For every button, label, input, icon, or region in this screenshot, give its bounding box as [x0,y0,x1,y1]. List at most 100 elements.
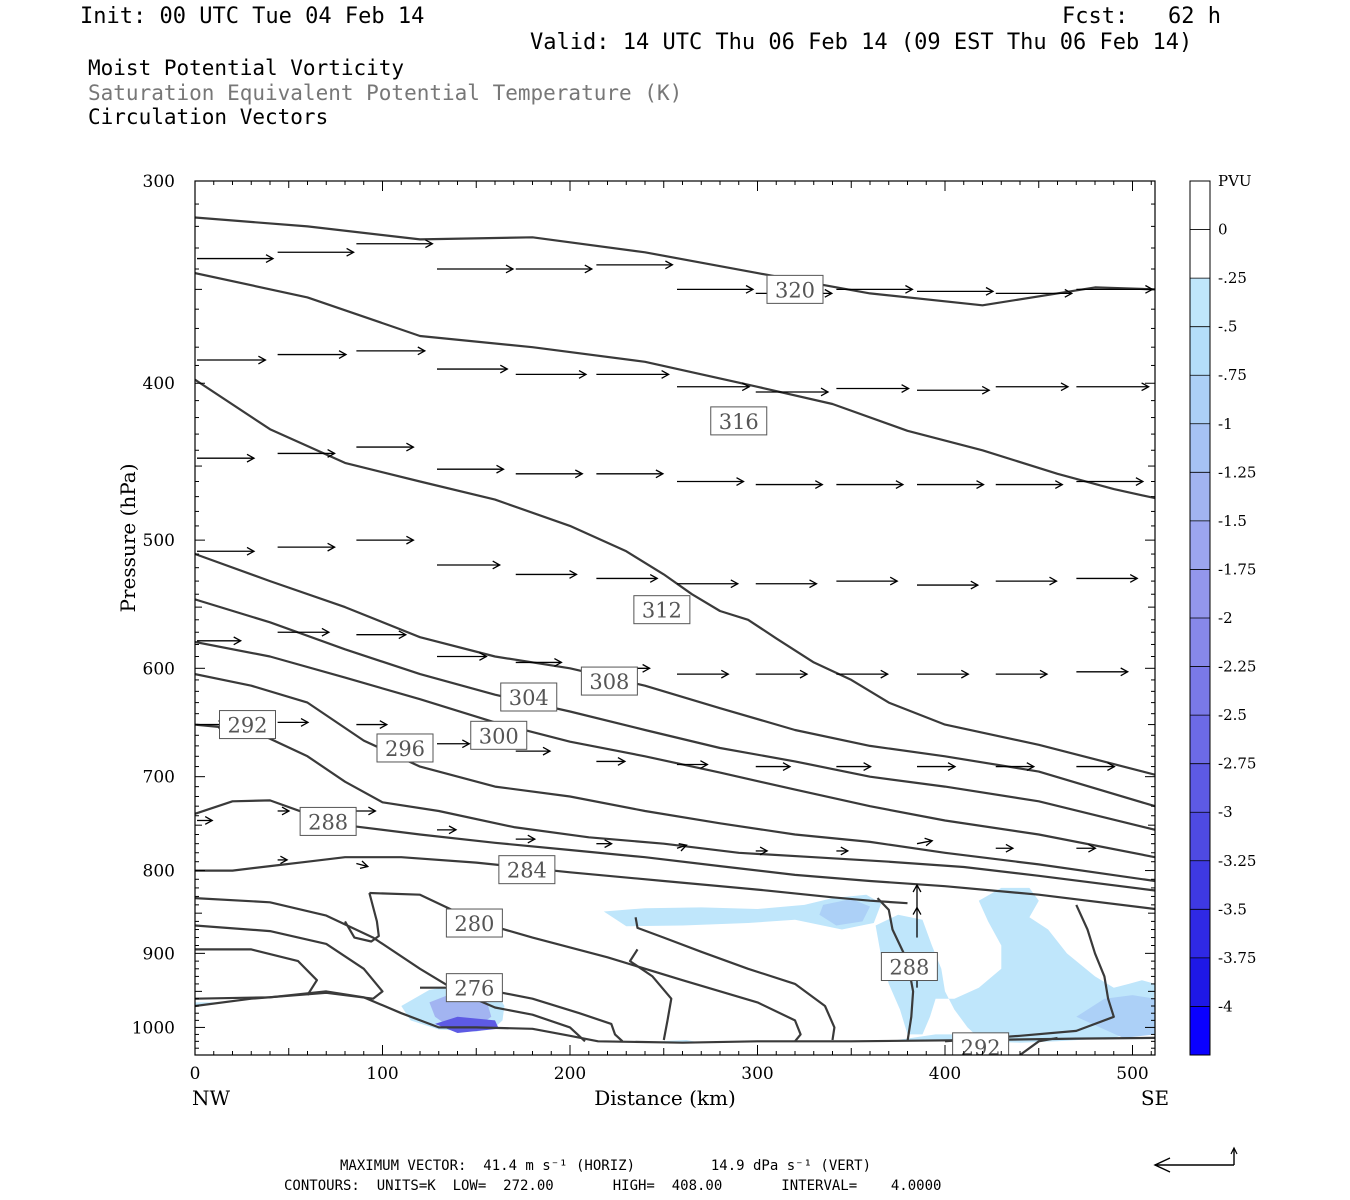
circulation-vector [197,254,275,263]
circulation-vector [437,264,515,274]
theta-es-contour [195,799,1155,911]
vector-head [280,855,289,865]
y-tick-label: 300 [143,172,175,192]
vector-head [425,239,434,249]
vector-head [912,883,922,893]
contour-label-text: 292 [961,1036,1001,1060]
vector-head [448,825,458,835]
variable-circulation: Circulation Vectors [88,105,329,129]
contour-label-text: 304 [509,686,549,710]
circulation-vector [437,739,471,749]
circulation-vector [197,816,214,825]
vector-head [863,762,872,771]
circulation-vector [755,669,809,679]
x-tick-label: 100 [366,1064,398,1084]
circulation-vector [356,720,389,729]
vector-head [1039,669,1049,679]
vector-head [889,576,899,586]
circulation-vector [836,669,890,679]
y-axis-label: Pressure (hPa) [116,464,140,613]
vector-head [655,469,665,479]
pv-shading [1076,995,1155,1038]
vector-head [678,843,688,852]
x-tick-label: 0 [190,1064,201,1084]
colorbar-segment [1190,618,1210,668]
circulation-vector [677,382,751,392]
vector-head [479,652,488,661]
vector-head [661,370,670,379]
colorbar-segment [1190,860,1210,910]
circulation-vector [1076,382,1150,392]
vector-head [960,669,970,679]
circulation-vector [995,669,1049,679]
x-tick-label: 400 [929,1064,961,1084]
vector-head [1141,382,1150,392]
circulation-vector [437,560,502,570]
x-tick-label: 300 [741,1064,773,1084]
circulation-vector [356,806,377,816]
vector-head [578,370,588,379]
circulation-vector [277,855,289,865]
vector-head [649,574,659,583]
colorbar-label: -.25 [1218,269,1247,287]
vector-head [505,264,515,274]
circulation-vector [596,370,670,379]
circulation-vector [356,860,370,870]
vector-shaft [356,862,368,868]
vector-head [584,264,594,274]
colorbar-segment [1190,666,1210,716]
vector-head [327,542,336,552]
vector-head [527,834,537,844]
vector-head [1049,576,1058,586]
contour-label-box [219,710,276,740]
colorbar-label: -1 [1218,415,1233,433]
circulation-vector [917,580,980,590]
circulation-vector [197,546,256,556]
plot-frame [194,180,1156,1056]
contour-label-box [766,274,824,304]
circulation-vector [515,570,578,579]
colorbar-label: -2.75 [1218,755,1256,773]
theta-es-contour [195,216,1155,307]
vector-head [642,663,651,673]
theta-es-contour [195,640,1155,859]
vector-head [799,669,809,679]
vector-head [1129,574,1139,583]
circulation-vector [596,469,665,479]
circulation-vector [356,442,415,452]
vector-head [265,254,275,263]
circulation-vector [995,480,1064,489]
colorbar-segment [1190,909,1210,959]
vector-head [346,247,355,257]
vector-head [1088,843,1097,853]
valid-time: Valid: 14 UTC Thu 06 Feb 14 (09 EST Thu … [530,30,1193,55]
colorbar-segment [1190,1006,1210,1056]
contour-label-box [470,720,528,750]
circulation-vector [755,387,830,397]
vector-head [880,669,890,679]
contour-label: 312 [633,595,691,625]
vector-head [820,387,830,397]
circulation-vector [515,264,594,274]
vector-head [233,636,243,646]
colorbar-segment [1190,326,1210,376]
contour-label-box [498,855,556,885]
y-tick-label: 600 [143,659,175,679]
theta-es-contour [195,598,1155,831]
circulation-vector [836,576,899,586]
contour-label: 316 [710,406,768,436]
vector-head [327,449,336,458]
vector-head [824,288,834,298]
vector-head [736,477,745,486]
circulation-vector [676,843,688,852]
vector-head [1107,762,1116,771]
contour-label: 284 [498,855,556,885]
vector-head [947,762,957,771]
pv-shading [435,1016,499,1033]
circulation-vector [515,370,588,379]
colorbar-unit: PVU [1218,172,1252,190]
vector-head [258,355,267,365]
contour-label-box [952,1032,1010,1055]
vector-head [406,535,415,545]
circulation-vector [677,579,740,589]
